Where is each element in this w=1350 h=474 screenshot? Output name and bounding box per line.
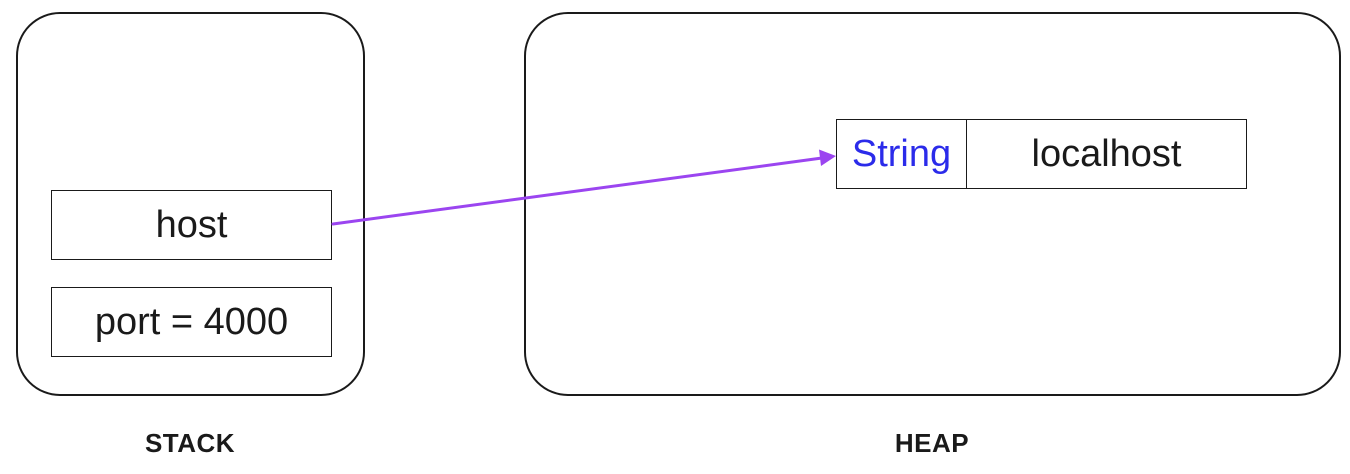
host-variable-label: host [155, 203, 228, 246]
heap-label: HEAP [894, 428, 970, 458]
heap-region [524, 12, 1341, 396]
port-variable-label: port = 4000 [94, 300, 289, 343]
string-object: String localhost [836, 119, 1247, 189]
host-variable-cell: host [51, 190, 332, 260]
stack-label: STACK [144, 428, 236, 458]
port-variable-cell: port = 4000 [51, 287, 332, 357]
string-object-type: String [837, 120, 967, 188]
string-object-value: localhost [1031, 132, 1182, 175]
